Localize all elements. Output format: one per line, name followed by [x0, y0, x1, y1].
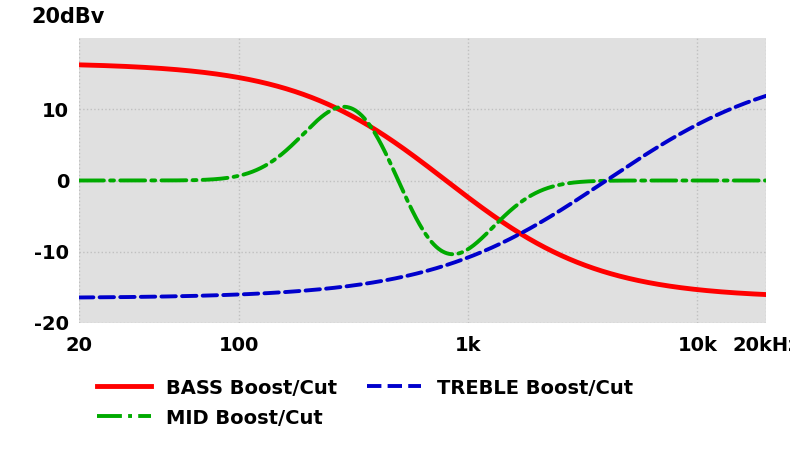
MID Boost/Cut: [368, 126, 378, 132]
Text: 1k: 1k: [455, 336, 481, 355]
BASS Boost/Cut: [762, 292, 771, 297]
BASS Boost/Cut: [367, 125, 377, 131]
TREBLE Boost/Cut: [338, 284, 348, 290]
TREBLE Boost/Cut: [748, 97, 758, 103]
TREBLE Boost/Cut: [367, 280, 377, 285]
Line: BASS Boost/Cut: BASS Boost/Cut: [79, 65, 766, 294]
BASS Boost/Cut: [74, 62, 84, 68]
MID Boost/Cut: [448, 251, 457, 257]
MID Boost/Cut: [675, 178, 684, 183]
MID Boost/Cut: [194, 177, 203, 183]
MID Boost/Cut: [762, 178, 771, 183]
TREBLE Boost/Cut: [194, 293, 203, 299]
BASS Boost/Cut: [748, 291, 758, 297]
Text: 20dBv: 20dBv: [31, 7, 104, 27]
BASS Boost/Cut: [194, 69, 203, 75]
Text: 10k: 10k: [677, 336, 717, 355]
MID Boost/Cut: [339, 104, 348, 110]
Line: TREBLE Boost/Cut: TREBLE Boost/Cut: [79, 96, 766, 297]
TREBLE Boost/Cut: [762, 93, 771, 99]
MID Boost/Cut: [74, 178, 84, 183]
Text: 100: 100: [219, 336, 259, 355]
MID Boost/Cut: [152, 178, 162, 183]
MID Boost/Cut: [338, 104, 348, 110]
Text: 20kHz: 20kHz: [732, 336, 790, 355]
TREBLE Boost/Cut: [152, 294, 162, 299]
Text: 20: 20: [66, 336, 92, 355]
BASS Boost/Cut: [338, 108, 348, 114]
BASS Boost/Cut: [674, 285, 683, 290]
TREBLE Boost/Cut: [674, 132, 683, 137]
Line: MID Boost/Cut: MID Boost/Cut: [79, 107, 766, 254]
TREBLE Boost/Cut: [74, 294, 84, 300]
MID Boost/Cut: [748, 178, 758, 183]
Legend: BASS Boost/Cut, MID Boost/Cut, TREBLE Boost/Cut: BASS Boost/Cut, MID Boost/Cut, TREBLE Bo…: [88, 370, 641, 436]
BASS Boost/Cut: [152, 66, 162, 71]
